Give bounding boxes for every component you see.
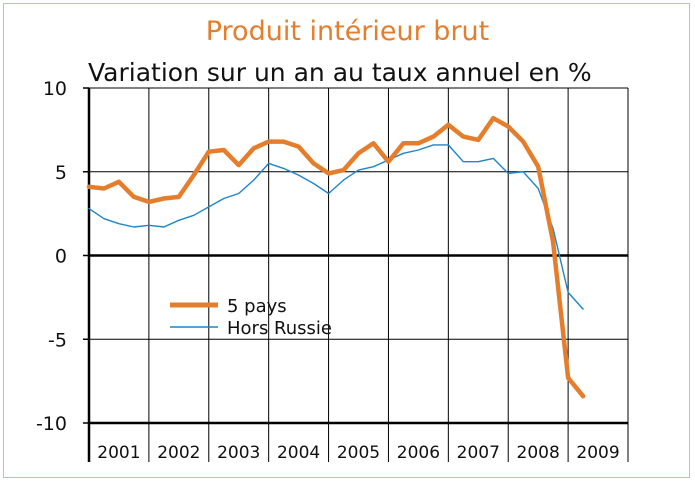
x-tick-label: 2002	[157, 443, 200, 463]
x-tick-label: 2008	[517, 443, 560, 463]
x-tick-label: 2009	[576, 443, 619, 463]
series-line-hors-russie	[88, 144, 584, 310]
chart-subtitle: Variation sur un an au taux annuel en %	[88, 58, 592, 87]
y-tick-label: 10	[43, 78, 67, 100]
chart-title: Produit intérieur brut	[205, 16, 490, 47]
legend-label: 5 pays	[227, 296, 287, 317]
y-tick-label: -10	[36, 413, 67, 435]
y-tick-label: 0	[55, 246, 67, 268]
x-tick-label: 2001	[97, 443, 140, 463]
y-tick-label: 5	[55, 162, 67, 184]
series-line-5-pays	[86, 115, 586, 399]
x-tick-label: 2005	[337, 443, 380, 463]
x-tick-label: 2007	[457, 443, 500, 463]
legend-label: Hors Russie	[227, 318, 332, 339]
y-tick-label: -5	[48, 329, 67, 351]
axes: 10 5 0 -5 -10 2001 2002 2003 2004 2005 2006 2007 200…	[36, 78, 629, 463]
series-lines	[86, 115, 586, 399]
x-tick-label: 2004	[277, 443, 320, 463]
x-tick-label: 2006	[397, 443, 440, 463]
x-tick-label: 2003	[217, 443, 260, 463]
chart-frame	[3, 3, 690, 478]
